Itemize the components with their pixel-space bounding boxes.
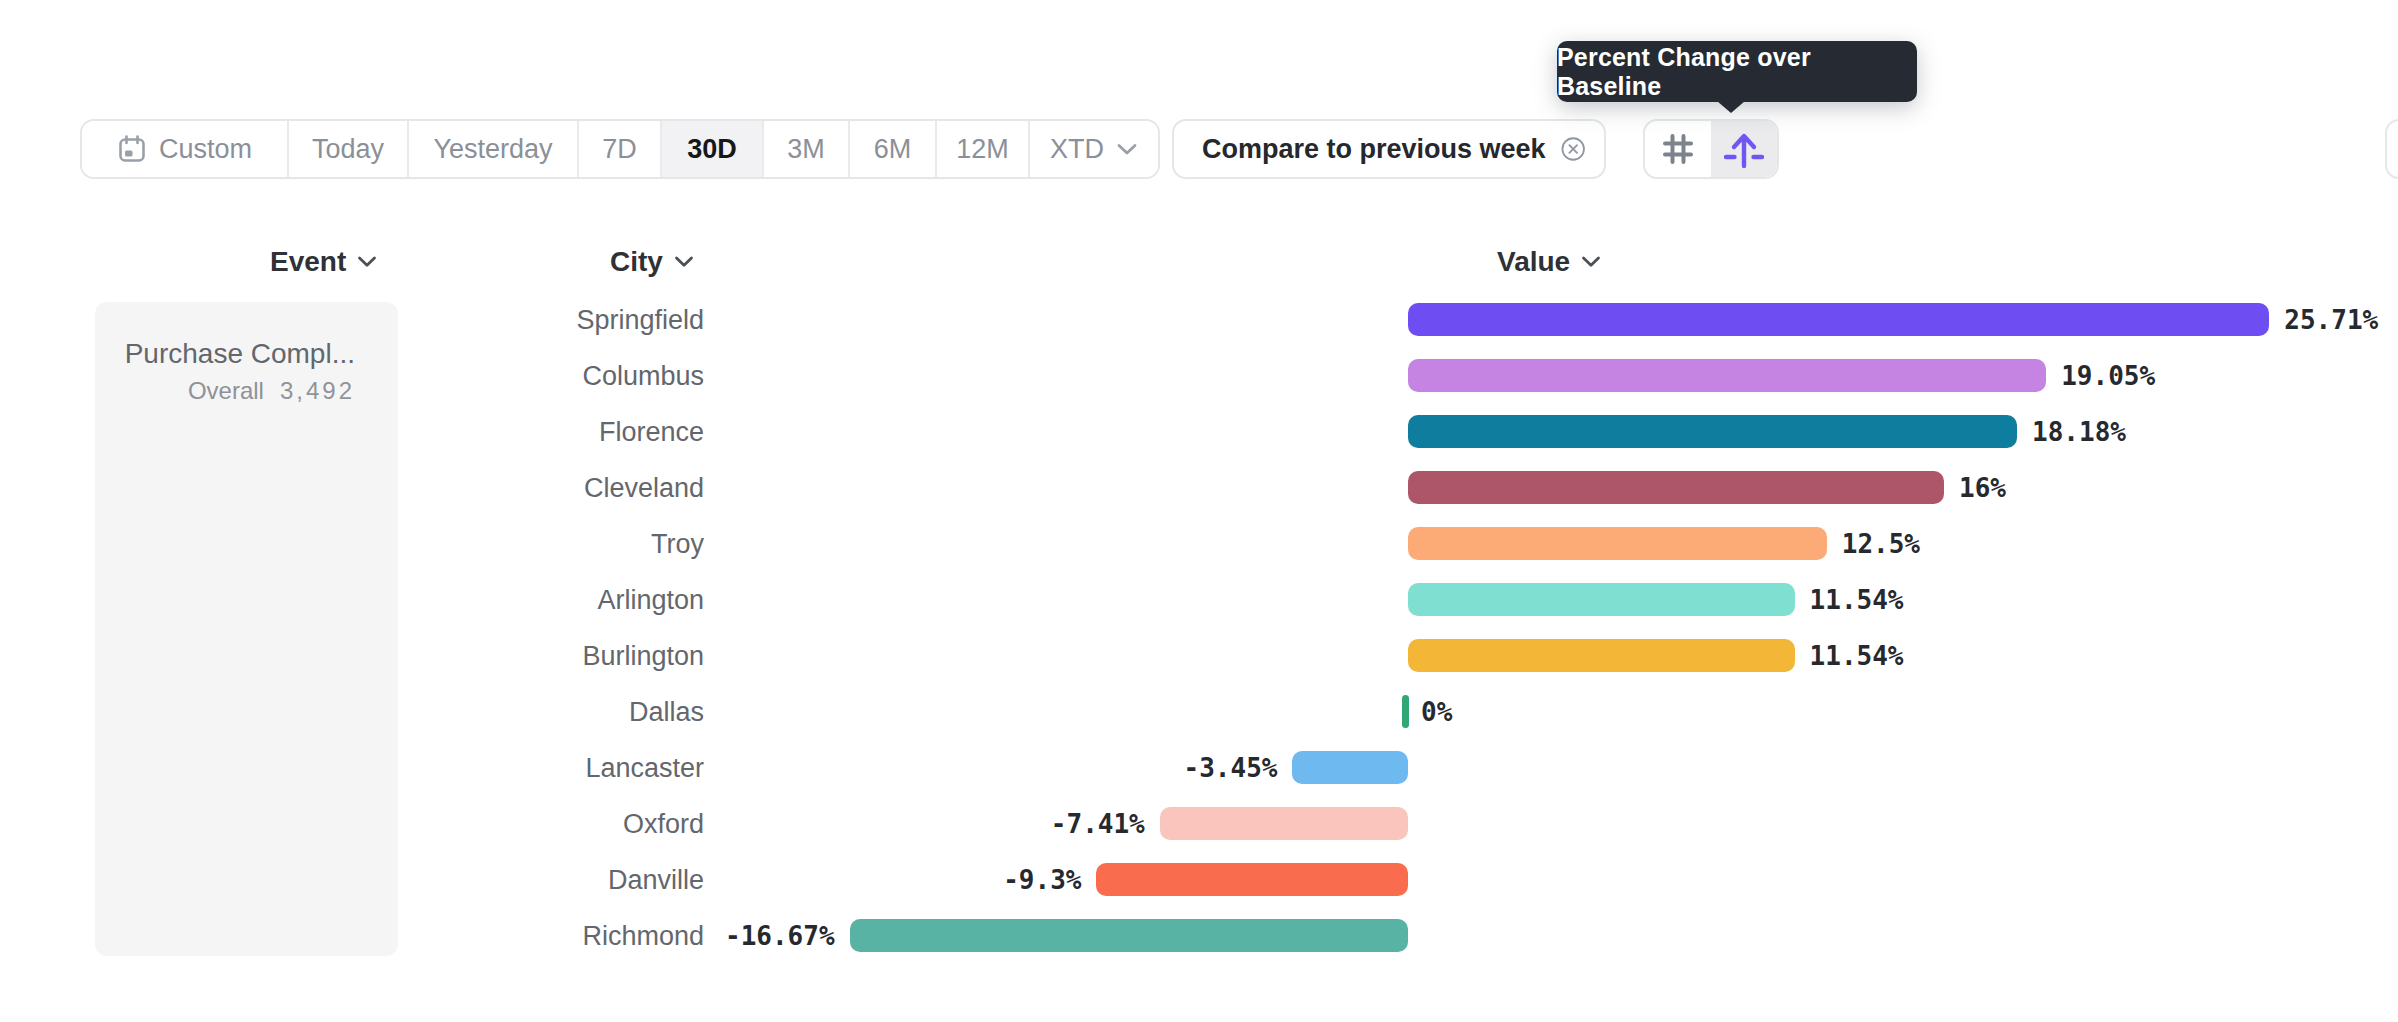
- tooltip-pointer-icon: [1717, 101, 1745, 113]
- date-range-label: 7D: [602, 134, 637, 165]
- date-range-30d[interactable]: 30D: [660, 121, 762, 177]
- grid-view-button[interactable]: [1645, 121, 1711, 177]
- chart-row: Richmond -16.67%: [0, 908, 2398, 964]
- bar[interactable]: [1408, 303, 2269, 336]
- value-label: -9.3%: [1003, 852, 1081, 908]
- bar[interactable]: [1096, 863, 1408, 896]
- chart-row: Columbus 19.05%: [0, 348, 2398, 404]
- city-label: Florence: [0, 404, 704, 460]
- city-label: Cleveland: [0, 460, 704, 516]
- city-label: Dallas: [0, 684, 704, 740]
- chart-row: Dallas 0%: [0, 684, 2398, 740]
- chevron-down-icon: [357, 256, 377, 268]
- date-range-control: Custom Today Yesterday 7D 30D 3M 6M 12M XTD: [80, 119, 1160, 179]
- city-label: Troy: [0, 516, 704, 572]
- city-label: Columbus: [0, 348, 704, 404]
- chart-row: Oxford -7.41%: [0, 796, 2398, 852]
- chart-row: Lancaster -3.45%: [0, 740, 2398, 796]
- date-range-12m[interactable]: 12M: [935, 121, 1028, 177]
- value-label: 11.54%: [1810, 628, 1904, 684]
- bar-chart: Springfield 25.71% Columbus 19.05% Florence 1…: [0, 292, 2398, 964]
- column-header-event-label: Event: [270, 246, 346, 278]
- compare-chip[interactable]: Compare to previous week: [1172, 119, 1606, 179]
- calendar-icon: [117, 134, 147, 164]
- clipped-toolbar-button[interactable]: [2385, 119, 2398, 179]
- value-label: -16.67%: [725, 908, 835, 964]
- city-label: Burlington: [0, 628, 704, 684]
- city-label: Lancaster: [0, 740, 704, 796]
- city-label: Richmond: [0, 908, 704, 964]
- chart-row: Springfield 25.71%: [0, 292, 2398, 348]
- chart-row: Burlington 11.54%: [0, 628, 2398, 684]
- date-range-label: 12M: [956, 134, 1009, 165]
- analytics-chart-screen: Percent Change over Baseline Custom Today…: [0, 0, 2398, 1022]
- chevron-down-icon: [1116, 143, 1138, 156]
- bar[interactable]: [850, 919, 1408, 952]
- column-header-event[interactable]: Event: [270, 242, 377, 282]
- column-header-value[interactable]: Value: [1497, 242, 1601, 282]
- date-range-xtd[interactable]: XTD: [1028, 121, 1158, 177]
- date-range-label: Yesterday: [433, 134, 552, 165]
- date-range-today[interactable]: Today: [287, 121, 407, 177]
- bar[interactable]: [1402, 695, 1409, 728]
- value-label: 12.5%: [1842, 516, 1920, 572]
- value-label: 19.05%: [2061, 348, 2155, 404]
- value-label: 16%: [1959, 460, 2006, 516]
- bar[interactable]: [1408, 471, 1944, 504]
- baseline-arrow-icon: [1721, 126, 1767, 172]
- bar[interactable]: [1408, 359, 2046, 392]
- value-label: -3.45%: [1184, 740, 1278, 796]
- column-header-value-label: Value: [1497, 246, 1570, 278]
- column-header-city[interactable]: City: [610, 242, 694, 282]
- circle-x-icon[interactable]: [1560, 130, 1586, 168]
- grid-hash-icon: [1658, 129, 1698, 169]
- chart-row: Danville -9.3%: [0, 852, 2398, 908]
- value-label: 11.54%: [1810, 572, 1904, 628]
- city-label: Springfield: [0, 292, 704, 348]
- bar[interactable]: [1408, 639, 1795, 672]
- chart-row: Troy 12.5%: [0, 516, 2398, 572]
- chevron-down-icon: [674, 256, 694, 268]
- date-range-6m[interactable]: 6M: [848, 121, 935, 177]
- city-label: Arlington: [0, 572, 704, 628]
- tooltip-text: Percent Change over Baseline: [1557, 43, 1917, 101]
- date-range-3m[interactable]: 3M: [762, 121, 848, 177]
- value-label: 18.18%: [2032, 404, 2126, 460]
- date-range-label: Today: [312, 134, 384, 165]
- value-label: -7.41%: [1051, 796, 1145, 852]
- column-header-city-label: City: [610, 246, 663, 278]
- value-label: 25.71%: [2284, 292, 2378, 348]
- date-range-label: 6M: [874, 134, 912, 165]
- tooltip: Percent Change over Baseline: [1557, 41, 1917, 102]
- date-range-yesterday[interactable]: Yesterday: [407, 121, 577, 177]
- city-label: Danville: [0, 852, 704, 908]
- chart-row: Cleveland 16%: [0, 460, 2398, 516]
- value-label: 0%: [1421, 684, 1452, 740]
- bar[interactable]: [1408, 415, 2017, 448]
- bar[interactable]: [1408, 583, 1795, 616]
- chevron-down-icon: [1581, 256, 1601, 268]
- bar[interactable]: [1160, 807, 1408, 840]
- city-label: Oxford: [0, 796, 704, 852]
- chart-view-toggle: [1643, 119, 1779, 179]
- date-range-7d[interactable]: 7D: [577, 121, 660, 177]
- date-range-custom[interactable]: Custom: [82, 121, 287, 177]
- chart-row: Arlington 11.54%: [0, 572, 2398, 628]
- compare-chip-label: Compare to previous week: [1202, 134, 1546, 165]
- date-range-label: XTD: [1050, 134, 1104, 165]
- chart-row: Florence 18.18%: [0, 404, 2398, 460]
- baseline-view-button[interactable]: [1711, 121, 1777, 177]
- bar[interactable]: [1292, 751, 1408, 784]
- date-range-label: 30D: [687, 134, 737, 165]
- bar[interactable]: [1408, 527, 1827, 560]
- date-range-label: Custom: [159, 134, 252, 165]
- date-range-label: 3M: [787, 134, 825, 165]
